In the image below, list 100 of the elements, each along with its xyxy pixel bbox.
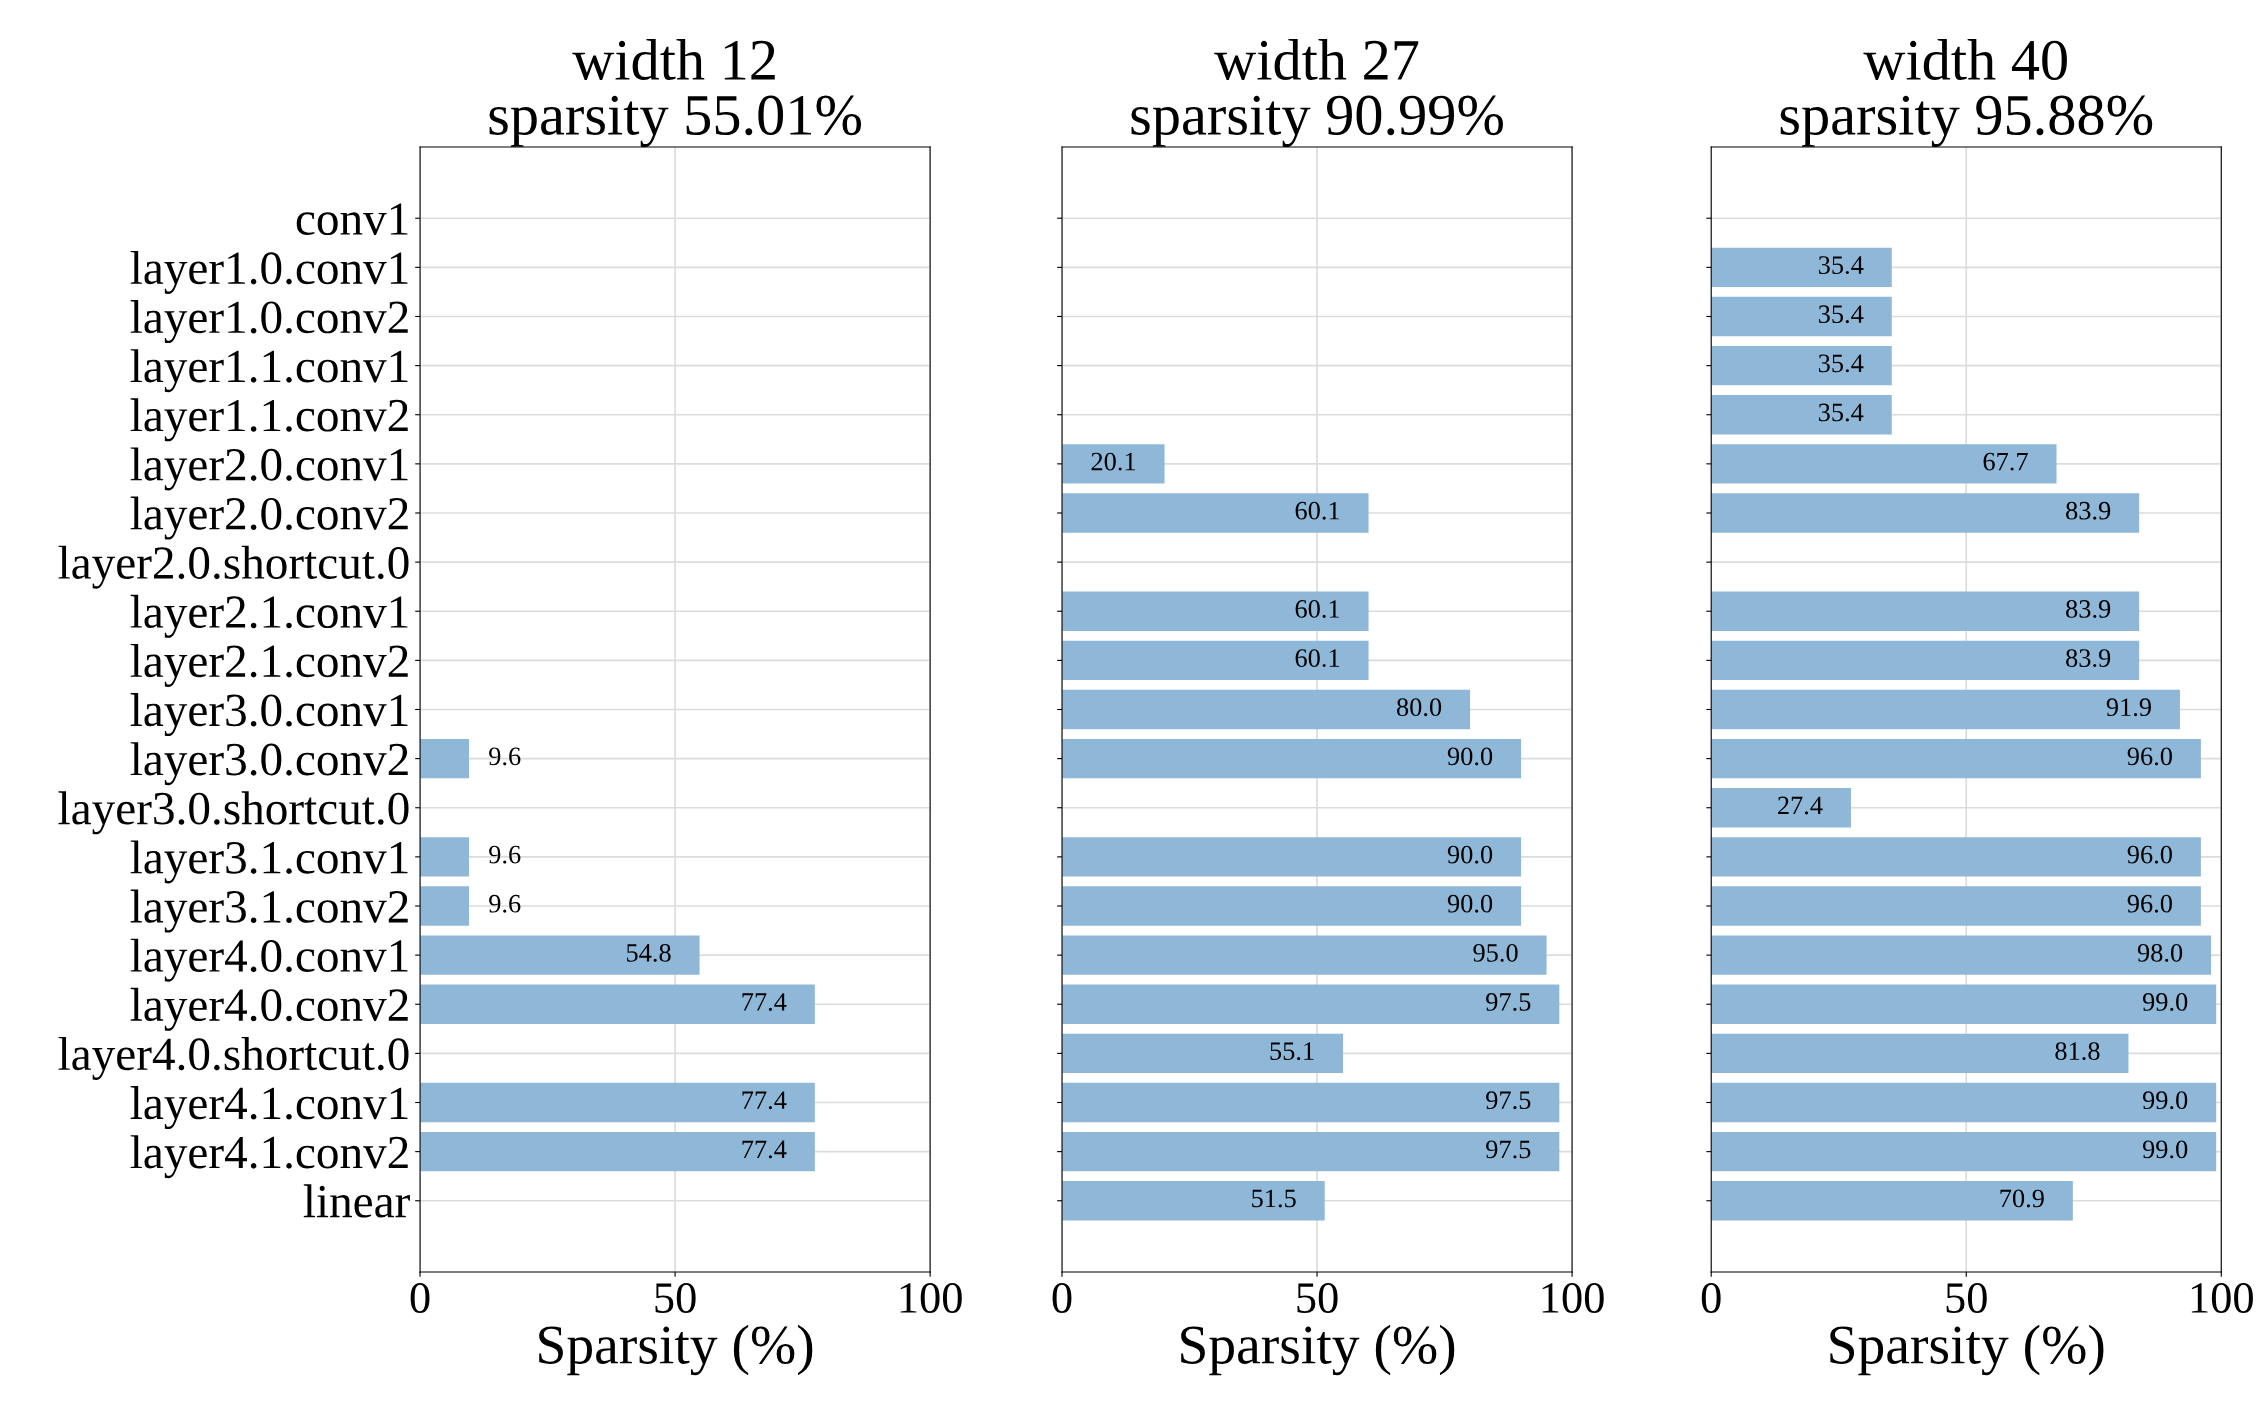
bar [1062,689,1471,730]
data-label: 83.9 [2066,600,2111,618]
bar [420,837,470,877]
chart-title: width 27 sparsity 90.99% [1131,39,1503,147]
data-label: 67.7 [1983,452,2028,471]
bar [1711,837,2201,877]
bar [1711,640,2140,681]
x-tick-label: 100 [2191,1282,2253,1313]
y-tick-label: linear [303,1184,410,1218]
y-tick-label: layer2.1.conv2 [130,643,408,687]
bar [1711,886,2201,926]
chart-title: width 12 sparsity 55.01% [489,39,862,147]
y-tick-label: layer1.0.conv1 [130,250,408,294]
x-tick-label: 0 [1701,1282,1721,1313]
x-axis-title: Sparsity (%) [1830,1324,2104,1376]
data-label: 90.0 [1447,747,1493,766]
bar [1062,493,1369,533]
data-label: 77.4 [742,993,787,1011]
bar [1711,984,2217,1024]
y-tick-label: layer1.1.conv2 [130,398,408,442]
data-label: 35.4 [1818,354,1864,373]
data-label: 96.0 [2127,845,2172,864]
data-label: 91.9 [2106,698,2151,717]
data-label: 98.0 [2137,943,2183,962]
y-tick-label: layer2.1.conv1 [130,594,408,638]
y-tick-label: layer4.1.conv2 [130,1135,408,1179]
data-label: 55.1 [1270,1042,1314,1061]
bar [420,886,470,926]
data-label: 96.0 [2127,894,2172,913]
y-tick-label: layer2.0.conv1 [130,447,408,491]
y-tick-label: layer2.0.conv2 [130,496,408,540]
x-tick-label: 0 [410,1282,430,1313]
bar [1062,837,1522,877]
data-label: 99.0 [2142,1091,2188,1110]
data-label: 83.9 [2066,649,2111,668]
bar [1062,738,1522,779]
bar [420,984,815,1024]
bar [1711,591,2140,631]
data-label: 35.4 [1818,403,1864,422]
y-tick-label: layer3.0.shortcut.0 [58,791,409,835]
y-tick-label: layer2.0.shortcut.0 [58,545,409,589]
bar [1711,1131,2217,1172]
bar [1711,788,1851,828]
bar [1711,345,1892,386]
y-tick-label: layer1.1.conv1 [130,349,408,393]
data-label: 20.1 [1091,452,1136,471]
y-tick-label: layer4.0.shortcut.0 [58,1036,409,1080]
data-label: 9.6 [489,894,521,913]
data-label: 60.1 [1295,501,1340,520]
y-tick-label: layer1.0.conv2 [130,300,408,344]
data-label: 97.5 [1486,1091,1531,1110]
bar [1062,1181,1325,1221]
data-label: 95.0 [1473,943,1518,962]
y-tick-label: layer4.1.conv1 [130,1086,408,1130]
data-label: 54.8 [627,943,671,962]
data-label: 97.5 [1486,993,1531,1011]
bar [420,1131,815,1172]
y-tick-label: layer3.0.conv2 [130,742,408,786]
bar [1711,444,2057,484]
data-label: 27.4 [1778,796,1823,815]
bar [1711,935,2212,975]
bar [1711,1033,2129,1074]
data-label: 83.9 [2066,501,2111,520]
data-label: 99.0 [2142,993,2188,1011]
bar [1062,591,1369,631]
x-tick-label: 100 [900,1282,962,1313]
bar [1062,444,1165,484]
bar [1062,984,1560,1024]
data-label: 60.1 [1295,649,1340,668]
y-tick-label: layer4.0.conv2 [130,987,408,1031]
x-tick-label: 50 [655,1282,696,1313]
x-tick-label: 100 [1542,1282,1604,1313]
bar [1062,935,1547,975]
bar [1062,1033,1344,1074]
data-label: 35.4 [1818,305,1864,324]
bar [1062,886,1522,926]
y-tick-label: layer4.0.conv1 [130,938,408,982]
x-tick-label: 50 [1946,1282,1987,1313]
y-tick-label: conv1 [296,203,408,236]
data-label: 9.6 [489,747,521,766]
data-label: 60.1 [1295,600,1340,618]
y-tick-label: layer3.1.conv2 [130,889,408,933]
y-tick-label: layer3.0.conv1 [130,693,408,737]
bar [1711,689,2180,730]
bar [1062,1082,1560,1123]
bar [1062,640,1369,681]
bar [1711,738,2201,779]
data-label: 9.6 [489,845,521,864]
bar [420,935,700,975]
data-label: 77.4 [742,1140,787,1159]
data-label: 51.5 [1252,1189,1296,1208]
bar [420,738,470,779]
data-label: 96.0 [2127,747,2172,766]
bar [1711,1181,2073,1221]
data-label: 99.0 [2142,1140,2188,1159]
data-label: 81.8 [2055,1042,2100,1061]
data-label: 35.4 [1818,256,1864,275]
x-axis-title: Sparsity (%) [1181,1324,1455,1376]
data-label: 80.0 [1396,698,1442,717]
bar [420,1082,815,1123]
